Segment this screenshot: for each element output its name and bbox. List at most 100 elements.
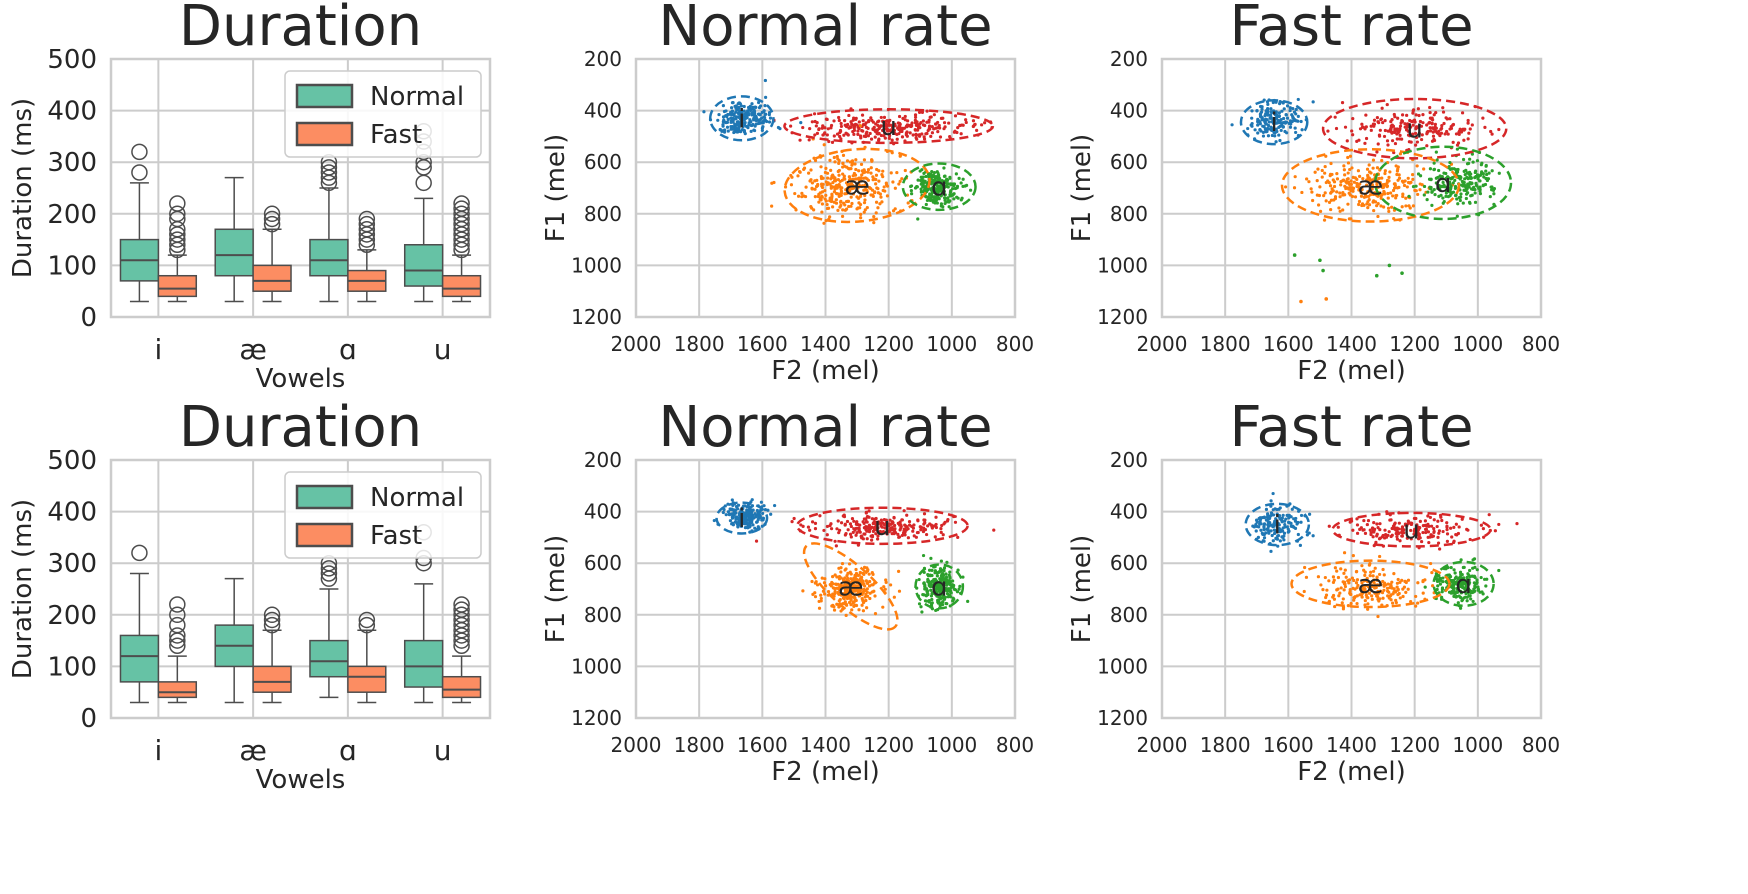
- scatter-point: [832, 608, 837, 612]
- scatter-point: [1274, 110, 1278, 114]
- scatter-point: [1395, 534, 1399, 539]
- scatter-point: [1432, 518, 1436, 522]
- scatter-point: [1422, 167, 1426, 171]
- scatter-point: [850, 159, 855, 163]
- scatter-point: [872, 128, 876, 132]
- scatter-point: [1472, 557, 1477, 561]
- scatter-point: [738, 519, 742, 523]
- scatter-point: [820, 195, 824, 199]
- scatter-point: [829, 184, 833, 188]
- scatter-point: [1341, 597, 1345, 601]
- scatter-point: [1322, 218, 1327, 222]
- scatter-point: [1393, 115, 1397, 119]
- scatter-point: [1412, 516, 1417, 521]
- scatter-point: [829, 522, 833, 526]
- scatter-point: [825, 182, 829, 187]
- scatter-point: [919, 605, 923, 609]
- scatter-point: [1416, 107, 1420, 111]
- scatter-point: [1467, 183, 1471, 187]
- scatter-point: [1477, 186, 1481, 191]
- scatter-point: [1368, 574, 1372, 578]
- scatter-point: [928, 192, 932, 196]
- scatter-point: [881, 188, 885, 193]
- scatter-point: [1474, 174, 1478, 179]
- scatter-point: [1288, 108, 1292, 113]
- scatter-point: [853, 596, 857, 600]
- scatter-point: [929, 115, 933, 119]
- scatter-point: [757, 511, 761, 515]
- scatter-point: [836, 591, 840, 595]
- scatter-point: [811, 592, 815, 596]
- scatter-point: [1282, 531, 1287, 535]
- scatter-point: [730, 109, 735, 113]
- scatter-point: [897, 182, 901, 186]
- scatter-point: [939, 569, 943, 573]
- scatter-point: [932, 181, 936, 185]
- scatter-point: [1360, 564, 1364, 568]
- scatter-point: [1370, 583, 1374, 588]
- axes-frame: [109, 57, 492, 319]
- scatter-point: [1383, 171, 1387, 176]
- scatter-point: [863, 193, 867, 198]
- scatter-point: [863, 183, 868, 187]
- scatter-point: [1376, 142, 1380, 146]
- scatter-point: [1414, 184, 1418, 188]
- scatter-point: [858, 206, 862, 210]
- scatter-point: [845, 574, 849, 578]
- scatter-point: [1270, 533, 1274, 538]
- scatter-point: [1478, 189, 1482, 193]
- scatter-point: [1388, 170, 1392, 174]
- scatter-point: [810, 520, 815, 524]
- scatter-point: [813, 521, 818, 525]
- scatter-point: [798, 138, 802, 142]
- scatter-point: [1300, 128, 1304, 132]
- scatter-point: [900, 533, 904, 538]
- scatter-point: [1327, 200, 1332, 204]
- scatter-point: [900, 135, 905, 139]
- vowel-label: æ: [1358, 570, 1384, 600]
- scatter-point: [833, 160, 837, 164]
- chart-title: Fast rate: [1229, 0, 1473, 59]
- scatter-point: [1448, 182, 1452, 186]
- scatter-point: [830, 140, 835, 145]
- scatter-point: [1497, 568, 1501, 573]
- scatter-point: [1421, 530, 1425, 535]
- scatter-point: [878, 192, 882, 196]
- scatter-point: [1412, 119, 1416, 123]
- y-tick-label: 400: [584, 99, 622, 123]
- scatter-point: [855, 123, 859, 127]
- scatter-point: [1455, 147, 1459, 151]
- scatter-point: [926, 579, 930, 583]
- scatter-point: [1363, 573, 1367, 577]
- scatter-point: [1353, 587, 1357, 591]
- scatter-point: [1488, 194, 1492, 199]
- scatter-point: [1348, 587, 1352, 592]
- scatter-point: [1400, 179, 1405, 183]
- scatter-point: [1459, 589, 1463, 594]
- scatter-point: [1453, 571, 1457, 575]
- scatter-point: [1250, 116, 1254, 120]
- scatter-point: [1357, 202, 1361, 207]
- scatter-point: [817, 127, 821, 131]
- scatter-point: [1397, 521, 1401, 525]
- scatter-point: [1484, 164, 1488, 168]
- scatter-point: [828, 158, 832, 162]
- scatter-point: [808, 179, 812, 183]
- x-tick-label: 1000: [1452, 332, 1503, 356]
- scatter-point: [1351, 554, 1355, 558]
- scatter-point: [825, 202, 829, 207]
- scatter-point: [1277, 121, 1281, 125]
- scatter-point: [856, 132, 860, 137]
- scatter-point: [832, 134, 836, 138]
- scatter-point: [1455, 214, 1459, 218]
- y-tick-label: 800: [584, 202, 622, 226]
- flier-point: [358, 616, 376, 634]
- scatter-point: [832, 155, 836, 160]
- scatter-point: [1274, 121, 1278, 125]
- scatter-point: [1437, 573, 1441, 578]
- scatter-point: [1287, 521, 1292, 525]
- scatter-point: [824, 193, 828, 197]
- scatter-point: [913, 115, 918, 119]
- scatter-point: [1397, 185, 1401, 189]
- scatter-point: [721, 104, 725, 108]
